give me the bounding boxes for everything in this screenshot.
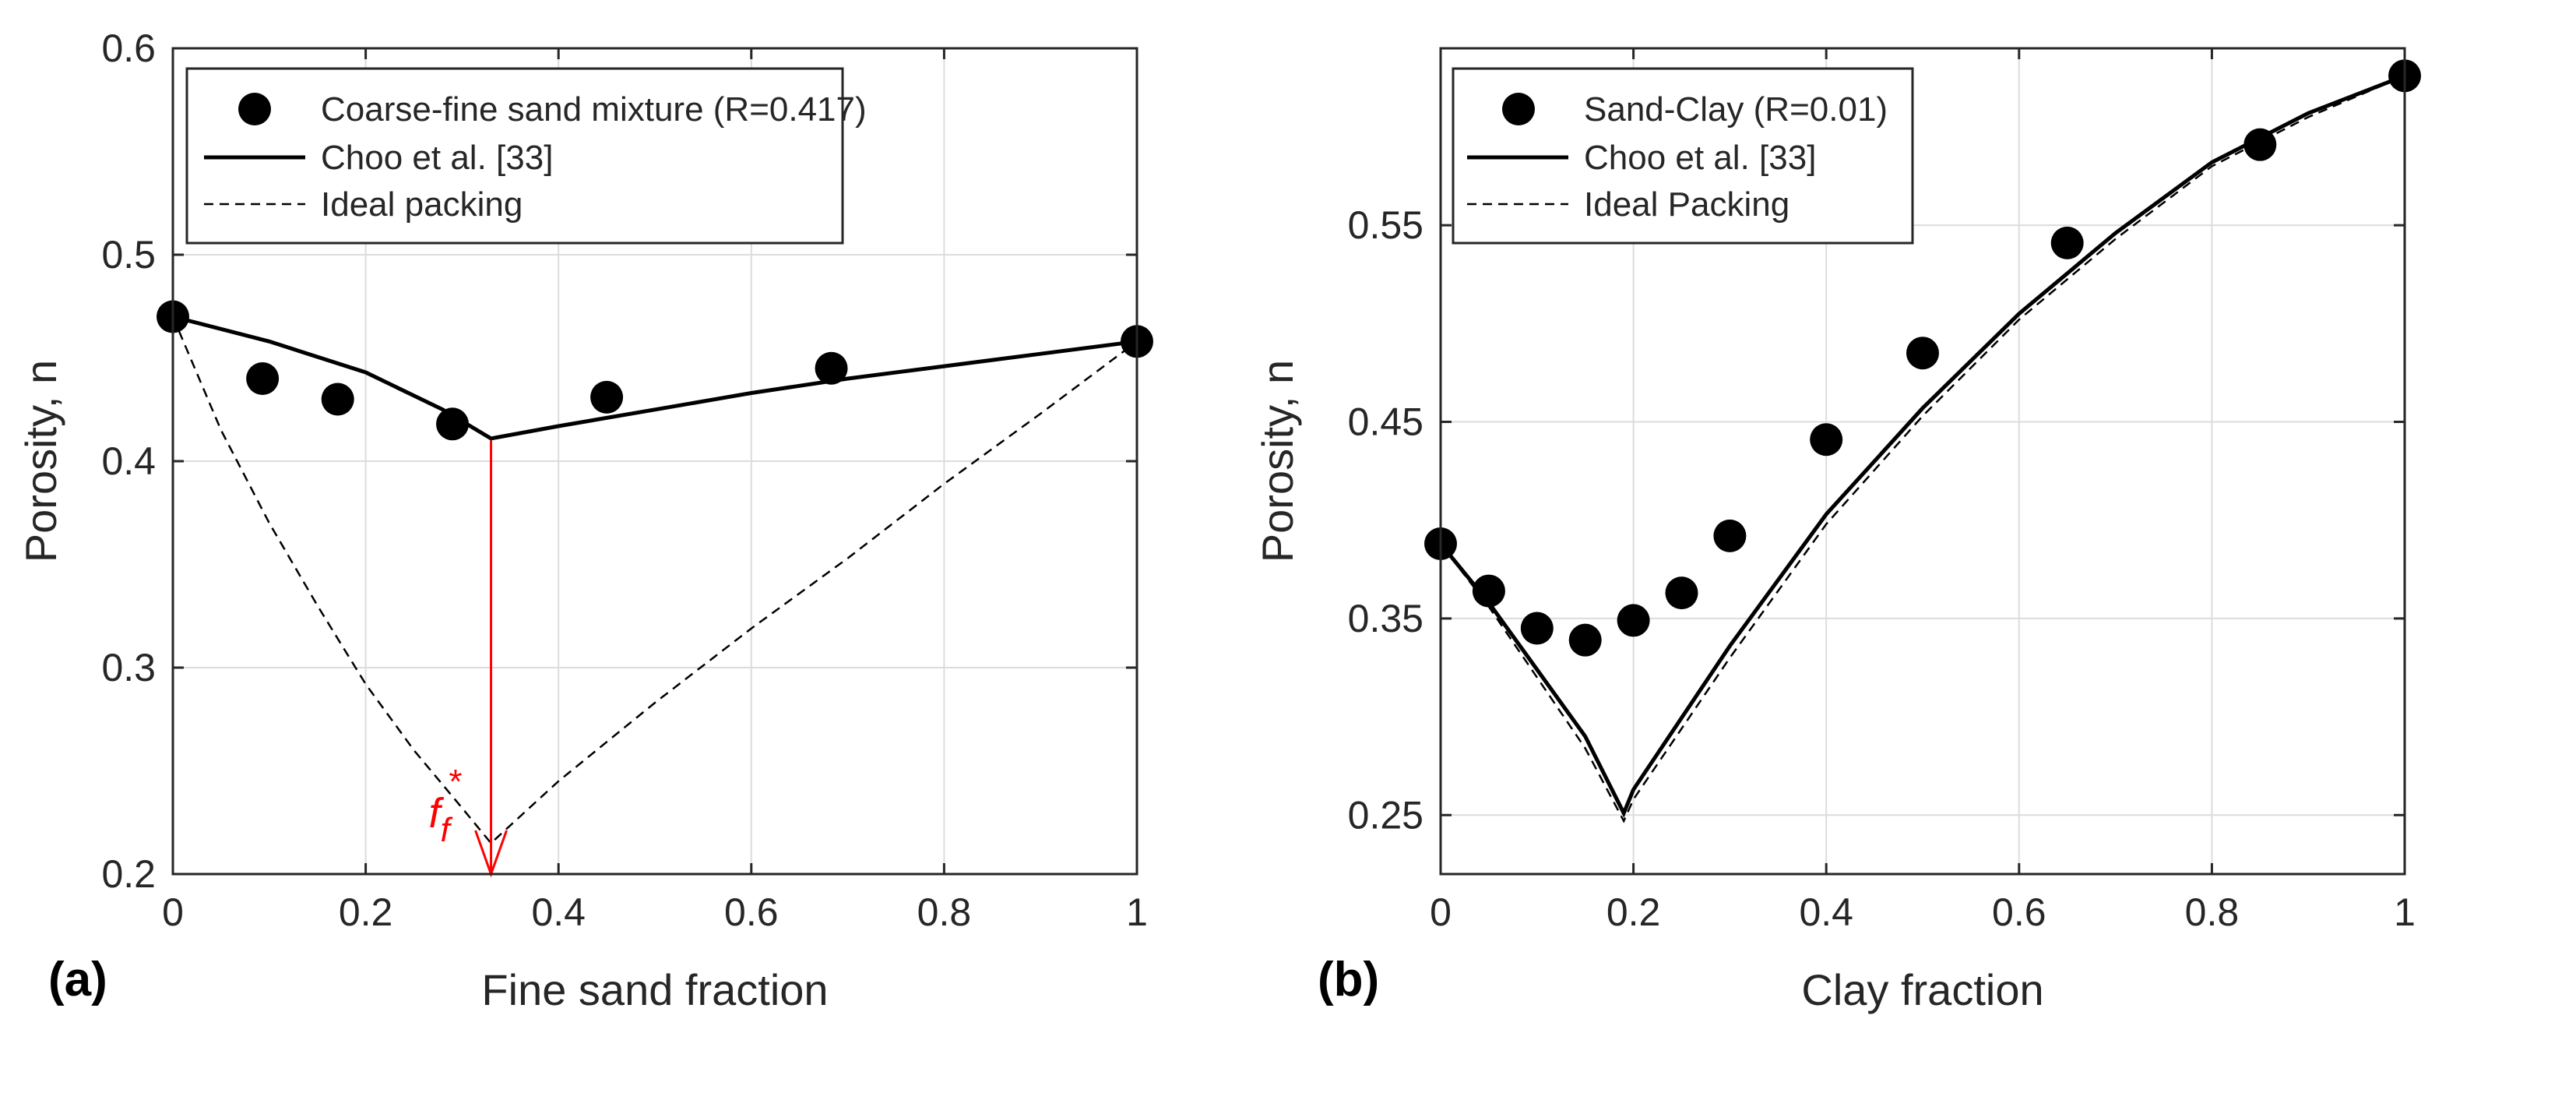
x-tick-label: 0 <box>1430 890 1452 934</box>
data-point <box>1568 623 1602 657</box>
annotation-symbol: f <box>429 790 445 837</box>
ideal-packing-line-b <box>1440 75 2405 823</box>
series-line-solid <box>1439 73 2405 818</box>
data-point <box>1665 576 1698 610</box>
x-axis-label-b: Clay fraction <box>1801 965 2043 1014</box>
y-tick-label: 0.5 <box>101 233 156 277</box>
series-line-dashed <box>1440 75 2405 823</box>
y-tick-label: 0.25 <box>1348 793 1423 837</box>
data-point <box>1520 612 1554 645</box>
x-tick-label: 1 <box>2394 890 2416 934</box>
x-tick-label: 0.2 <box>1606 890 1661 934</box>
y-axis-label-b: Porosity, n <box>1253 360 1302 562</box>
data-point <box>1472 574 1505 608</box>
y-tick-label: 0.35 <box>1348 597 1423 640</box>
series-line-solid <box>172 315 1138 441</box>
x-tick-labels-b: 0 0.2 0.4 0.6 0.8 1 <box>1430 890 2416 934</box>
x-tick-label: 0.8 <box>917 890 972 934</box>
data-markers-a <box>157 300 1153 441</box>
x-tick-label: 0.6 <box>1992 890 2046 934</box>
ticks-b <box>1439 48 2406 874</box>
legend-entry-dashed-a: Ideal packing <box>321 185 523 224</box>
chart-panel-a: ff * 0 0.2 0.4 0.6 0.8 1 0.20.30.40.50.6 Fine… <box>16 26 1153 1014</box>
x-tick-label: 0.4 <box>531 890 586 934</box>
ideal-packing-line-a <box>171 316 1138 845</box>
legend-entry-solid-b: Choo et al. [33] <box>1584 139 1816 177</box>
choo-curve-a <box>172 315 1138 441</box>
x-tick-labels-a: 0 0.2 0.4 0.6 0.8 1 <box>162 890 1148 934</box>
y-axis-label-a: Porosity, n <box>16 360 65 562</box>
data-point <box>2243 128 2277 161</box>
x-tick-label: 0.2 <box>339 890 393 934</box>
legend-entry-solid-a: Choo et al. [33] <box>321 139 553 177</box>
y-tick-label: 0.55 <box>1348 203 1423 247</box>
data-point <box>1617 604 1650 637</box>
data-point <box>321 382 354 416</box>
choo-curve-b <box>1439 73 2405 818</box>
plot-frame-b <box>1439 47 2406 876</box>
y-tick-label: 0.6 <box>101 26 156 70</box>
legend-a: Coarse-fine sand mixture (R=0.417) Choo … <box>185 67 867 245</box>
panel-label-a: (a) <box>48 953 107 1006</box>
legend-marker-symbol-b <box>1502 93 1535 125</box>
legend-entry-markers-a: Coarse-fine sand mixture (R=0.417) <box>321 90 867 129</box>
data-point <box>1810 423 1843 457</box>
x-tick-label: 0 <box>162 890 184 934</box>
y-tick-label: 0.45 <box>1348 400 1423 444</box>
y-tick-label: 0.4 <box>101 439 156 483</box>
data-point <box>1906 337 1939 370</box>
y-tick-labels-b: 0.25 0.35 0.45 0.55 <box>1348 203 1423 837</box>
panel-label-b: (b) <box>1318 953 1379 1006</box>
data-point <box>1713 519 1747 552</box>
data-point <box>436 407 470 441</box>
chart-panel-b: 0 0.2 0.4 0.6 0.8 1 0.25 0.35 0.45 0.55 Clay fra… <box>1253 47 2421 1014</box>
x-tick-label: 0.6 <box>724 890 779 934</box>
legend-marker-symbol-a <box>238 93 271 125</box>
y-tick-labels-a: 0.2 0.3 0.4 0.5 0.6 <box>101 26 156 896</box>
ticks-a <box>171 47 1138 876</box>
x-tick-label: 1 <box>1126 890 1148 934</box>
x-tick-label: 0.4 <box>1799 890 1853 934</box>
y-tick-label: 0.3 <box>101 646 156 689</box>
series-line-dashed <box>171 316 1138 845</box>
annotation-superscript: * <box>448 763 463 801</box>
legend-entry-dashed-b: Ideal Packing <box>1584 185 1789 224</box>
x-axis-label-a: Fine sand fraction <box>481 965 828 1014</box>
y-tick-label: 0.2 <box>101 852 156 896</box>
legend-b: Sand-Clay (R=0.01) Choo et al. [33] Idea… <box>1452 67 1914 245</box>
data-point <box>246 362 280 395</box>
data-point <box>590 380 624 414</box>
data-point <box>815 351 848 385</box>
legend-entry-markers-b: Sand-Clay (R=0.01) <box>1584 90 1888 129</box>
x-tick-label: 0.8 <box>2185 890 2240 934</box>
data-point <box>2050 226 2084 259</box>
data-markers-b <box>1424 59 2421 657</box>
